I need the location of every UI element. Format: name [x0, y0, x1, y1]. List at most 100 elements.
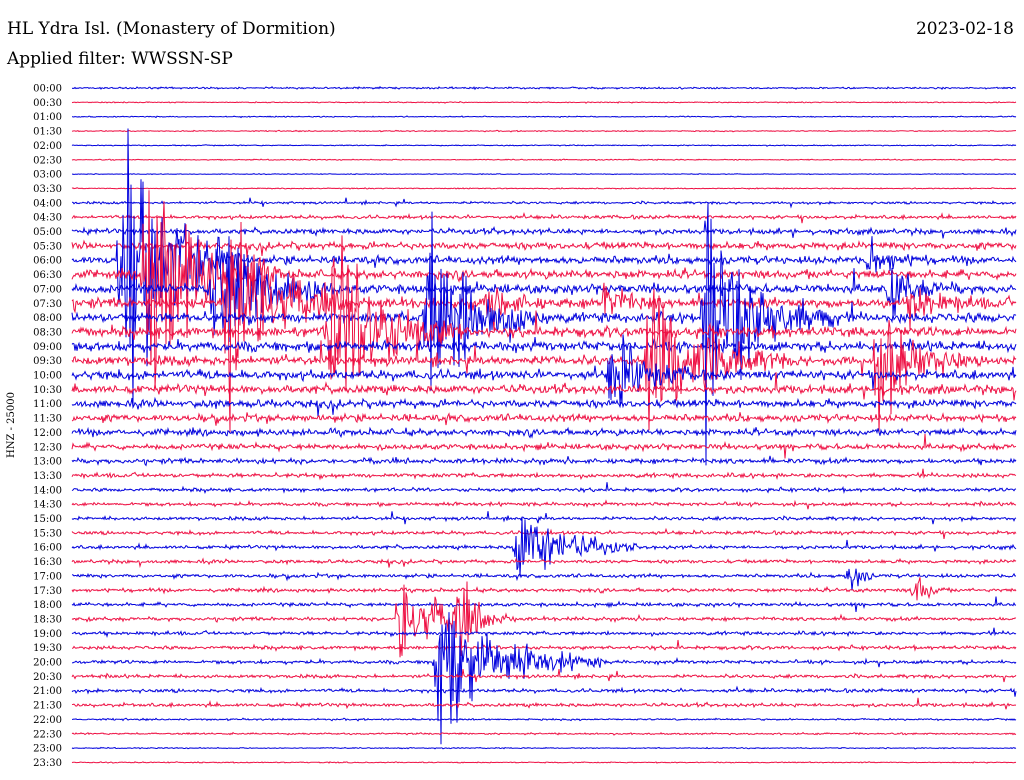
time-label: 00:00 [33, 84, 62, 95]
trace-line [71, 85, 1017, 91]
time-label: 19:00 [33, 629, 62, 640]
time-label: 19:30 [33, 643, 62, 654]
trace-line [71, 468, 1017, 481]
time-label: 09:30 [33, 356, 62, 367]
trace-line [71, 187, 1017, 190]
trace-line [71, 557, 1017, 569]
trace-line [71, 197, 1017, 209]
trace-line [71, 236, 1017, 343]
trace-line [72, 717, 1017, 722]
time-label: 04:00 [33, 198, 62, 209]
time-label: 05:30 [33, 241, 62, 252]
trace-line [71, 455, 1017, 467]
time-label: 11:00 [33, 399, 62, 410]
trace-line [71, 669, 1017, 683]
trace-line [71, 612, 1017, 745]
time-label: 21:00 [33, 686, 62, 697]
time-label: 08:00 [33, 313, 62, 324]
trace-line [71, 372, 1017, 401]
trace-group [71, 85, 1017, 764]
trace-line [71, 433, 1017, 459]
trace-line [71, 517, 1017, 577]
trace-line [71, 202, 1017, 466]
time-label: 23:30 [33, 758, 62, 769]
time-label: 07:00 [33, 284, 62, 295]
trace-line [71, 396, 1017, 417]
time-label: 13:00 [33, 457, 62, 468]
time-label: 13:30 [33, 471, 62, 482]
time-label: 05:00 [33, 227, 62, 238]
trace-line [71, 731, 1017, 736]
trace-line [71, 511, 1017, 525]
time-label: 01:30 [33, 127, 62, 138]
time-label: 06:00 [33, 256, 62, 267]
trace-line [71, 144, 1017, 147]
trace-line [71, 627, 1017, 638]
chart-date: 2023-02-18 [915, 19, 1014, 39]
trace-line [71, 568, 1016, 591]
time-label: 10:00 [33, 371, 62, 382]
time-label: 06:30 [33, 270, 62, 281]
trace-line [71, 596, 1017, 612]
time-label: 03:30 [33, 184, 62, 195]
trace-line [71, 100, 1017, 104]
time-label: 11:30 [33, 414, 62, 425]
time-label: 22:00 [33, 715, 62, 726]
time-label: 14:00 [33, 485, 62, 496]
trace-line [72, 115, 1017, 119]
time-label: 16:00 [33, 543, 62, 554]
trace-line [71, 639, 1017, 652]
time-label: 08:30 [33, 327, 62, 338]
trace-line [71, 426, 1017, 439]
trace-line [71, 288, 1017, 434]
filter-label: Applied filter: WWSSN-SP [7, 49, 233, 69]
time-label: 21:30 [33, 701, 62, 712]
time-label: 01:00 [33, 112, 62, 123]
time-label: 02:00 [33, 141, 62, 152]
time-label: 18:00 [33, 600, 62, 611]
time-label: 09:00 [33, 342, 62, 353]
trace-line [71, 334, 1017, 405]
trace-line [71, 499, 1017, 510]
time-label: 16:30 [33, 557, 62, 568]
y-axis-label: HNZ - 25000 [6, 392, 17, 458]
time-label: 22:30 [33, 729, 62, 740]
time-label: 12:00 [33, 428, 62, 439]
trace-line [71, 577, 1017, 601]
trace-line [71, 212, 1017, 224]
trace-line [72, 173, 1017, 176]
time-label: 15:00 [33, 514, 62, 525]
time-label: 00:30 [33, 98, 62, 109]
time-label: 23:00 [33, 744, 62, 755]
time-label: 10:30 [33, 385, 62, 396]
time-label: 17:30 [33, 586, 62, 597]
time-label: 20:00 [33, 658, 62, 669]
time-label: 02:30 [33, 155, 62, 166]
trace-line [71, 746, 1017, 750]
time-labels: 00:00 00:30 01:00 01:30 02:00 02:30 03:00 03:30… [33, 84, 62, 769]
time-label: 20:30 [33, 672, 62, 683]
trace-line [71, 158, 1017, 162]
trace-line [71, 685, 1017, 697]
time-label: 15:30 [33, 528, 62, 539]
chart-title: HL Ydra Isl. (Monastery of Dormition) [7, 19, 336, 39]
time-label: 12:30 [33, 442, 62, 453]
trace-line [71, 581, 1017, 658]
time-label: 17:00 [33, 571, 62, 582]
trace-line [71, 129, 1016, 133]
trace-line [71, 220, 1017, 239]
trace-line [71, 239, 1017, 258]
time-label: 18:30 [33, 614, 62, 625]
trace-line [71, 761, 1017, 764]
trace-line [71, 235, 1017, 392]
time-label: 04:30 [33, 213, 62, 224]
time-label: 03:00 [33, 170, 62, 181]
time-label: 07:30 [33, 299, 62, 310]
trace-line [71, 697, 1017, 710]
trace-line [71, 482, 1017, 495]
trace-line [71, 527, 1017, 539]
trace-line [71, 412, 1017, 426]
trace-line [71, 337, 1017, 361]
time-label: 14:30 [33, 500, 62, 511]
